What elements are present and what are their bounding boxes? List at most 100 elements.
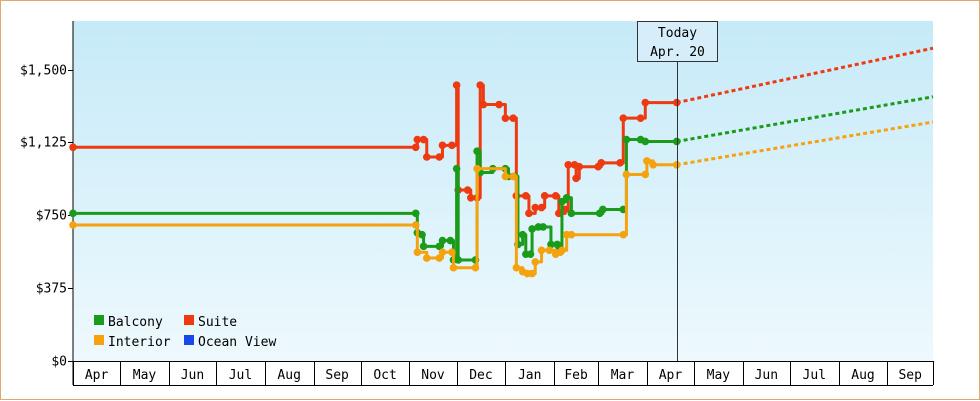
data-point-balcony (672, 137, 681, 146)
series-forecast-balcony (676, 95, 934, 143)
data-point-interior (545, 246, 554, 255)
data-point-balcony (438, 236, 447, 245)
data-point-interior (619, 230, 628, 239)
data-point-balcony (411, 209, 420, 218)
data-point-suite (452, 81, 461, 89)
data-point-suite (476, 81, 485, 89)
data-point-interior (471, 263, 480, 272)
data-point-balcony (622, 135, 631, 144)
x-tick-label: Nov (421, 368, 445, 383)
legend-swatch-balcony (94, 315, 104, 325)
x-tick-label: Oct (373, 368, 396, 383)
x-tick-label: Aug (277, 368, 300, 383)
data-point-suite (619, 114, 628, 122)
data-point-suite (463, 186, 472, 194)
legend-swatch-interior (94, 335, 104, 345)
data-point-suite (537, 203, 546, 212)
today-date-label: Apr. 20 (650, 45, 705, 60)
x-tick-label: Mar (611, 368, 635, 383)
data-point-interior (531, 258, 540, 266)
data-point-balcony (641, 137, 650, 146)
data-point-suite (564, 160, 573, 169)
data-point-balcony (599, 205, 607, 214)
data-point-balcony (419, 242, 428, 251)
data-point-balcony (567, 209, 576, 218)
legend-swatch-suite (184, 315, 194, 325)
data-point-interior (641, 170, 650, 179)
x-tick-label: Jul (229, 368, 252, 383)
x-tick-label: Jul (803, 368, 826, 383)
x-tick-label: Dec (469, 368, 492, 383)
data-point-suite (69, 143, 77, 152)
plot-area (73, 21, 933, 361)
data-point-suite (540, 192, 549, 200)
today-marker: Today Apr. 20 (637, 21, 718, 361)
x-tick-label: May (133, 368, 157, 383)
legend-swatch-ocean-view (184, 335, 194, 345)
x-tick-label: Apr (85, 368, 109, 383)
legend-label-balcony: Balcony (108, 315, 163, 330)
y-tick-label: $1,125 (20, 136, 67, 151)
data-point-balcony (539, 223, 547, 231)
data-point-interior (649, 160, 657, 169)
data-point-suite (422, 153, 431, 161)
x-tick-label: Jun (181, 368, 204, 383)
data-point-interior (512, 263, 521, 272)
series-forecast-interior (676, 120, 934, 167)
data-point-balcony (526, 250, 535, 258)
data-point-interior (501, 172, 510, 181)
data-point-interior (473, 164, 481, 173)
data-point-suite (411, 143, 420, 152)
data-point-interior (537, 246, 546, 255)
data-point-suite (525, 209, 533, 218)
data-point-balcony (454, 256, 462, 264)
data-point-suite (413, 135, 422, 144)
data-point-suite (521, 192, 530, 200)
y-tick-label: $375 (36, 282, 67, 297)
legend: Balcony Suite Interior Ocean View (94, 315, 276, 350)
data-point-suite (509, 114, 518, 122)
data-point-interior (448, 248, 456, 256)
data-point-balcony (528, 225, 536, 233)
data-point-balcony (435, 242, 444, 251)
x-tick-label: Aug (851, 368, 874, 383)
legend-label-interior: Interior (108, 335, 171, 350)
y-axis: $1,500 $1,125 $750 $375 $0 (20, 21, 74, 385)
y-tick-label: $750 (36, 209, 67, 224)
data-point-balcony (446, 236, 455, 245)
today-label: Today (658, 26, 697, 41)
today-box (637, 21, 718, 62)
data-point-suite (575, 162, 584, 171)
data-point-suite (551, 192, 560, 200)
data-point-suite (448, 141, 456, 150)
x-tick-label: Sep (898, 368, 922, 383)
data-point-balcony (518, 230, 527, 239)
data-point-balcony (473, 147, 481, 155)
data-point-interior (413, 248, 422, 256)
data-point-balcony (547, 240, 555, 249)
data-point-interior (622, 170, 631, 179)
data-point-interior (449, 263, 458, 272)
data-point-interior (509, 172, 518, 181)
data-point-interior (672, 160, 681, 169)
data-point-suite (597, 159, 606, 167)
y-tick-label: $1,500 (20, 64, 67, 79)
data-point-suite (495, 100, 503, 109)
data-point-suite (572, 174, 580, 183)
data-point-interior (528, 269, 536, 278)
data-point-suite (438, 141, 447, 150)
x-tick-label: Apr (659, 368, 683, 383)
data-point-suite (641, 98, 650, 107)
x-axis: Apr May Jun Jul Aug Sep Oct Nov Dec Jan Feb Mar Apr M… (73, 361, 934, 386)
x-tick-label: Jan (518, 368, 541, 383)
legend-label-ocean-view: Ocean View (198, 335, 276, 350)
data-point-interior (422, 254, 431, 262)
data-point-interior (643, 157, 651, 165)
data-point-suite (616, 159, 624, 167)
data-point-suite (531, 203, 540, 212)
data-point-suite (479, 100, 488, 109)
data-point-interior (558, 246, 566, 255)
series-forecast-suite (676, 46, 934, 105)
